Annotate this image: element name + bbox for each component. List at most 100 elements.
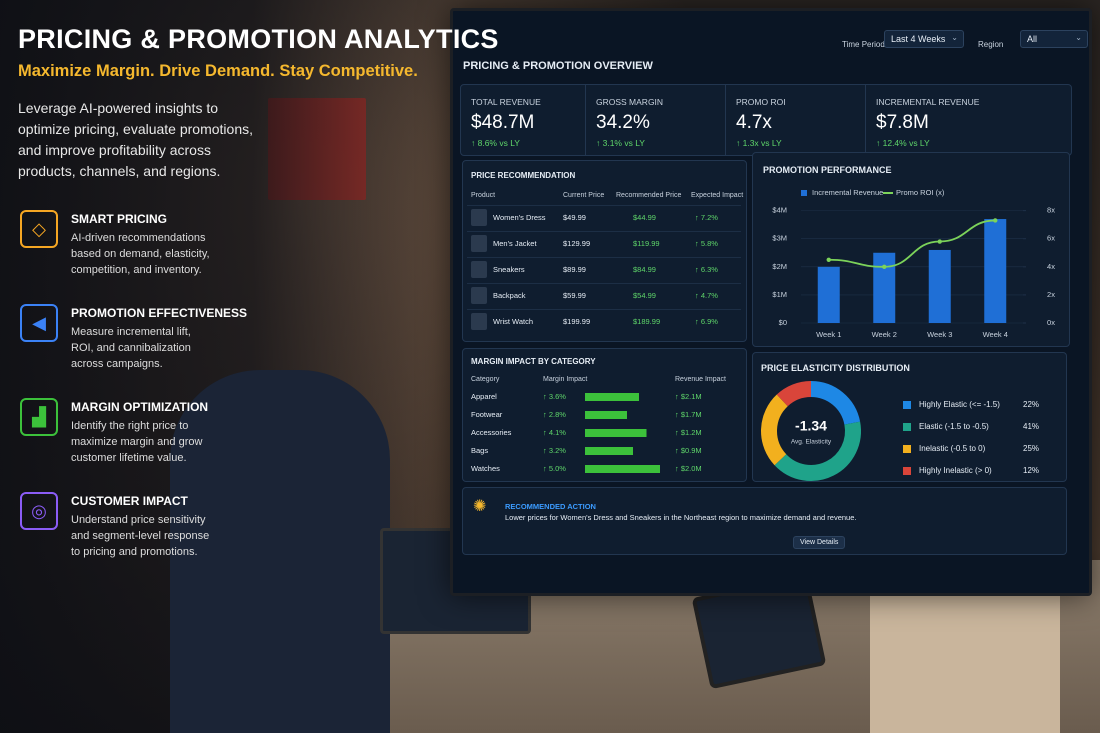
table-cell: Women's Dress xyxy=(493,213,546,222)
legend-label: Promo ROI (x) xyxy=(896,188,945,197)
legend-label: Elastic (-1.5 to -0.5) xyxy=(919,422,989,431)
line xyxy=(828,219,996,268)
legend-label: Incremental Revenue xyxy=(812,188,883,197)
line-point xyxy=(882,264,887,270)
margin-label: ↑ 3.6% xyxy=(543,392,566,401)
margin-impact-card: MARGIN IMPACT BY CATEGORY Category Margin … xyxy=(462,348,747,482)
price-recommendation-card: PRICE RECOMMENDATION Product Current Price… xyxy=(462,160,747,342)
donut-segment xyxy=(776,381,812,407)
bar xyxy=(585,429,647,437)
donut-segment xyxy=(774,421,861,481)
feature-title: SMART PRICING xyxy=(71,212,167,226)
column-header: Product xyxy=(471,192,496,199)
value-label: 22% xyxy=(1023,400,1039,409)
legend-swatch xyxy=(903,445,911,453)
bar xyxy=(817,266,840,323)
table-cell: Men's Jacket xyxy=(493,239,537,248)
kpi-card: TOTAL REVENUE $48.7M ↑ 8.6% vs LY xyxy=(461,85,585,155)
table-cell: $84.99 xyxy=(633,265,656,274)
bar xyxy=(585,447,633,455)
kpi-value: $48.7M xyxy=(471,112,535,133)
table-cell: $119.99 xyxy=(633,239,660,248)
y2-tick-label: 4x xyxy=(1047,262,1055,271)
table-cell: Wrist Watch xyxy=(493,317,534,326)
table-cell: Backpack xyxy=(493,291,526,300)
margin-label: ↑ 5.0% xyxy=(543,464,566,473)
y2-tick-label: 0x xyxy=(1047,318,1055,327)
view-details-button[interactable]: View Details xyxy=(793,536,846,549)
kpi-label: INCREMENTAL REVENUE xyxy=(876,97,980,107)
filter-dropdown[interactable]: Last 4 Weeks ⌄ xyxy=(884,30,964,48)
page-subtitle: Maximize Margin. Drive Demand. Stay Comp… xyxy=(18,62,418,80)
kpi-change: ↑ 1.3x vs LY xyxy=(736,138,782,148)
feature-description: Identify the right price to maximize mar… xyxy=(71,420,203,464)
feature-title: CUSTOMER IMPACT xyxy=(71,494,188,508)
margin-label: ↑ 4.1% xyxy=(543,428,566,437)
y-tick-label: $2M xyxy=(772,262,787,271)
bar xyxy=(585,411,627,419)
kpi-label: TOTAL REVENUE xyxy=(471,97,541,107)
kpi-card: PROMO ROI 4.7x ↑ 1.3x vs LY xyxy=(725,85,866,155)
feature-icon: ◇ xyxy=(20,210,58,248)
x-tick-label: Week 2 xyxy=(872,330,897,339)
elasticity-card: PRICE ELASTICITY DISTRIBUTION Highly Elas… xyxy=(752,352,1067,482)
feature-icon: ▟ xyxy=(20,398,58,436)
legend-label: Highly Elastic (<= -1.5) xyxy=(919,400,1000,409)
table-cell: $54.99 xyxy=(633,291,656,300)
table-row xyxy=(467,257,741,283)
kpi-change: ↑ 8.6% vs LY xyxy=(471,138,520,148)
action-text: Lower prices for Women's Dress and Sneak… xyxy=(505,513,857,522)
revenue-label: ↑ $1.2M xyxy=(675,428,702,437)
card-title: PRICE RECOMMENDATION xyxy=(471,171,576,180)
feature-description: Measure incremental lift, ROI, and canni… xyxy=(71,326,191,370)
kpi-change: ↑ 12.4% vs LY xyxy=(876,138,930,148)
table-row xyxy=(467,205,741,231)
donut-segment xyxy=(810,381,861,426)
table-cell: ↑ 7.2% xyxy=(695,213,718,222)
kpi-label: GROSS MARGIN xyxy=(596,97,664,107)
line-point xyxy=(826,257,831,262)
table-cell: $199.99 xyxy=(563,317,591,326)
value-label: 25% xyxy=(1023,444,1039,453)
feature-title: PROMOTION EFFECTIVENESS xyxy=(71,306,248,320)
filter-label: Time Period xyxy=(842,40,885,49)
filter-dropdown[interactable]: All ⌄ xyxy=(1020,30,1088,48)
line-point xyxy=(993,218,998,223)
bar xyxy=(585,465,660,473)
filter-value: All xyxy=(1027,34,1038,44)
promotion-performance-card: PROMOTION PERFORMANCE Incremental Revenue… xyxy=(752,152,1070,347)
revenue-label: ↑ $0.9M xyxy=(675,446,702,455)
y-tick-label: $0 xyxy=(779,318,787,327)
feature-title: MARGIN OPTIMIZATION xyxy=(71,400,209,414)
column-header: Current Price xyxy=(563,192,605,199)
dashboard-title: PRICING & PROMOTION OVERVIEW xyxy=(463,60,653,72)
x-tick-label: Week 4 xyxy=(983,330,1008,339)
y2-tick-label: 6x xyxy=(1047,234,1055,243)
kpi-change: ↑ 3.1% vs LY xyxy=(596,138,645,148)
legend-swatch xyxy=(903,467,911,475)
kpi-value: 4.7x xyxy=(736,112,772,133)
product-thumbnail xyxy=(471,287,487,304)
table-cell: $189.99 xyxy=(633,317,661,326)
product-thumbnail xyxy=(471,209,487,226)
feature-description: AI-driven recommendations based on deman… xyxy=(71,232,210,276)
product-thumbnail xyxy=(471,313,487,330)
action-title: RECOMMENDED ACTION xyxy=(505,502,596,511)
revenue-label: ↑ $2.1M xyxy=(675,392,702,401)
column-header: Recommended Price xyxy=(616,192,682,199)
bar xyxy=(984,219,1007,323)
card-title: PRICE ELASTICITY DISTRIBUTION xyxy=(761,363,910,373)
legend-swatch xyxy=(903,401,911,409)
donut-center-value: -1.34 xyxy=(795,418,827,434)
category-label: Watches xyxy=(471,464,500,473)
feature-icon: ◎ xyxy=(20,492,58,530)
table-row xyxy=(467,231,741,257)
revenue-label: ↑ $1.7M xyxy=(675,410,702,419)
product-thumbnail xyxy=(471,235,487,252)
column-header: Expected Impact xyxy=(691,192,744,199)
y-tick-label: $4M xyxy=(772,206,787,215)
table-cell: ↑ 6.3% xyxy=(695,265,718,274)
table-cell: $44.99 xyxy=(633,213,656,222)
table-row xyxy=(467,309,741,335)
person-left xyxy=(170,370,390,733)
